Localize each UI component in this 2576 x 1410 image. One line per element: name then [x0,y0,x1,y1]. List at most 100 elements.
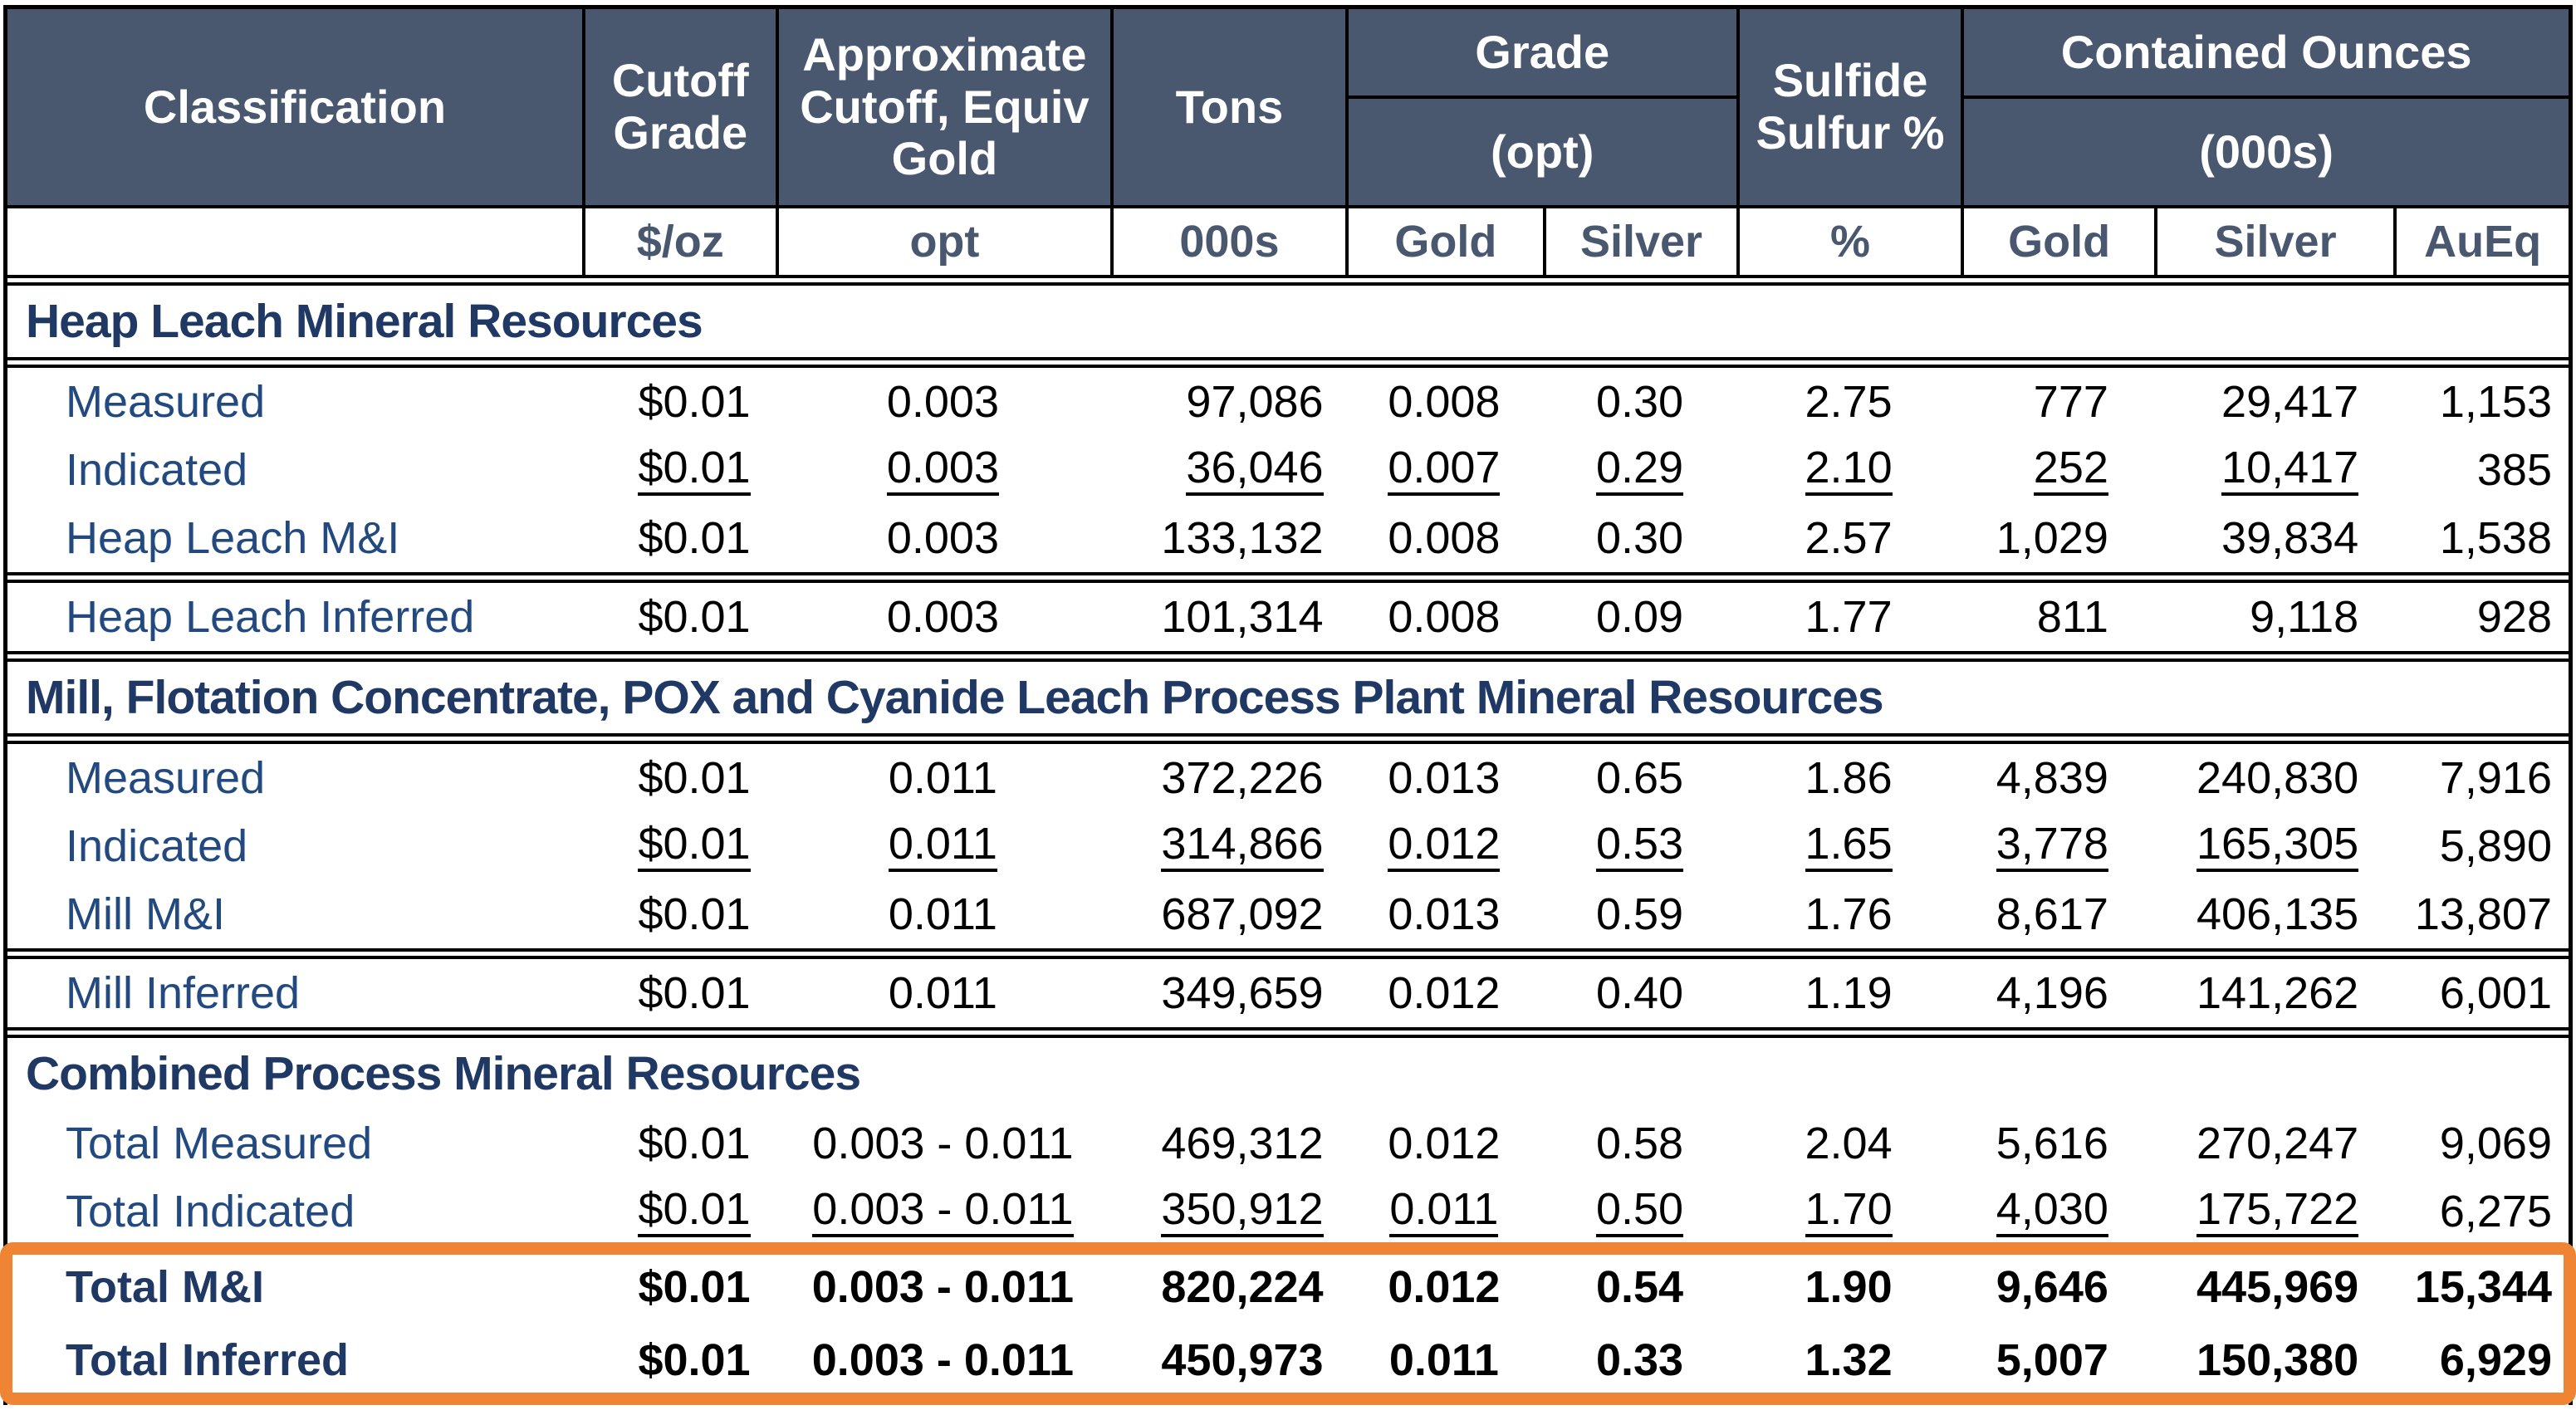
section-separator [7,275,2569,286]
table-cell: 928 [2393,583,2569,651]
col-header-contained-ounces: Contained Ounces [1961,9,2569,95]
col-header-grade-unit: (opt) [1344,95,1736,205]
cell-value: 2.10 [1805,443,1893,497]
row-label: Total Measured [66,1119,373,1168]
table-cell: 314,866 [1110,812,1344,880]
cell-value: 0.59 [1595,889,1684,939]
unit-cell-grade-silver: Silver [1543,208,1736,275]
table-cell: 350,912 [1110,1177,1344,1246]
table-row: Measured $0.01 0.011 372,226 0.013 0.65 1.86 4,… [7,744,2569,812]
table-cell: 0.013 [1345,744,1544,812]
table-cell: $0.01 [582,1109,776,1177]
table-cell: 0.003 [776,583,1111,651]
table-cell: 7,916 [2393,744,2569,812]
table-header: Classification Cutoff Grade Approximate … [7,9,2569,208]
table-row: Mill M&I $0.01 0.011 687,092 0.013 0.59 1.76 8,… [7,880,2569,948]
cell-value: 7,916 [2439,753,2552,803]
cell-value: 29,417 [2221,377,2359,427]
cell-value: 0.011 [888,753,997,803]
table-cell: 2.10 [1736,436,1961,504]
table-cell: 0.003 - 0.011 [776,1251,1111,1324]
cell-value: 36,046 [1186,443,1324,497]
cell-value: 10,417 [2221,443,2359,497]
table-cell: 0.003 [776,368,1111,436]
cell-value: 150,380 [2196,1335,2359,1385]
cell-value: 6,275 [2439,1187,2552,1236]
table-cell: 0.003 [776,436,1111,504]
table-cell: 1.86 [1736,744,1961,812]
table-cell: 2.04 [1736,1109,1961,1177]
table-cell: 0.54 [1543,1251,1736,1324]
table-row: Indicated $0.01 0.011 314,866 0.012 0.53 1.65 3… [7,812,2569,880]
cell-value: 0.33 [1595,1335,1684,1385]
row-label: Total M&I [66,1262,264,1312]
col-header-cutoff-grade: Cutoff Grade [581,9,776,205]
col-header-contained-unit: (000s) [1961,95,2569,205]
table-cell: 252 [1961,436,2154,504]
table-cell: 1.65 [1736,812,1961,880]
cell-value: 270,247 [2196,1119,2359,1168]
cell-value: $0.01 [638,1262,751,1312]
cell-value: 4,030 [1996,1185,2108,1238]
cell-value: 687,092 [1161,889,1324,939]
cell-value: 15,344 [2414,1262,2552,1312]
table-cell: 0.011 [776,959,1111,1027]
table-cell: 8,617 [1961,880,2154,948]
table-cell: $0.01 [582,959,776,1027]
cell-value: 0.013 [1388,889,1501,939]
row-label: Indicated [66,445,248,495]
cell-value: 0.65 [1595,753,1684,803]
cell-value: 9,069 [2439,1119,2552,1168]
total-highlight-group: Total M&I $0.01 0.003 - 0.011 820,224 0.012 0… [0,1242,2576,1405]
table-cell: 0.008 [1345,583,1544,651]
cell-value: 0.29 [1595,443,1684,497]
table-cell: 450,973 [1110,1324,1344,1397]
table-cell: 1,029 [1961,504,2154,572]
table-cell: 0.008 [1345,504,1544,572]
cell-value: 0.40 [1595,968,1684,1018]
table-cell: 0.59 [1543,880,1736,948]
table-row: Heap Leach M&I $0.01 0.003 133,132 0.008 0.30… [7,504,2569,572]
cell-value: 0.003 - 0.011 [811,1335,1075,1385]
table-cell: 0.30 [1543,504,1736,572]
table-cell: 6,929 [2393,1324,2569,1397]
table-cell: 4,196 [1961,959,2154,1027]
table-row: Heap Leach Inferred $0.01 0.003 101,314 0.00… [7,583,2569,651]
cell-value: 445,969 [2196,1262,2359,1312]
col-header-tons: Tons [1110,9,1345,205]
cell-value: $0.01 [638,753,751,803]
table-cell: 9,118 [2154,583,2393,651]
table-cell: 240,830 [2154,744,2393,812]
table-cell: 5,616 [1961,1109,2154,1177]
table-cell: 1,153 [2393,368,2569,436]
cell-value: 8,617 [1996,889,2108,939]
table-cell: 0.09 [1543,583,1736,651]
table-cell: $0.01 [582,368,776,436]
cell-value: $0.01 [638,1185,751,1238]
cell-value: 4,839 [1996,753,2108,803]
cell-value: 777 [2033,377,2108,427]
cell-value: 811 [2036,592,2108,642]
unit-cell-classification [7,208,582,275]
table-cell: 0.011 [776,744,1111,812]
cell-value: 0.012 [1388,1262,1501,1312]
table-cell: 6,001 [2393,959,2569,1027]
table-cell: $0.01 [582,436,776,504]
cell-value: 0.008 [1388,513,1501,563]
cell-value: 0.011 [888,820,997,873]
table-cell: 1.76 [1736,880,1961,948]
mineral-resources-table: Classification Cutoff Grade Approximate … [0,5,2576,1405]
table-cell: $0.01 [582,1251,776,1324]
cell-value: 1,538 [2439,513,2552,563]
section-separator [7,357,2569,368]
row-label: Heap Leach M&I [66,513,400,563]
section-separator [7,1027,2569,1038]
table-cell: 4,030 [1961,1177,2154,1246]
cell-value: 9,646 [1996,1262,2108,1312]
table-cell: 0.011 [776,812,1111,880]
cell-value: 6,001 [2439,968,2552,1018]
cell-value: $0.01 [638,377,751,427]
cell-value: 0.53 [1595,820,1684,873]
table-row: Measured $0.01 0.003 97,086 0.008 0.30 2.75 777… [7,368,2569,436]
cell-value: 1.19 [1805,968,1893,1018]
